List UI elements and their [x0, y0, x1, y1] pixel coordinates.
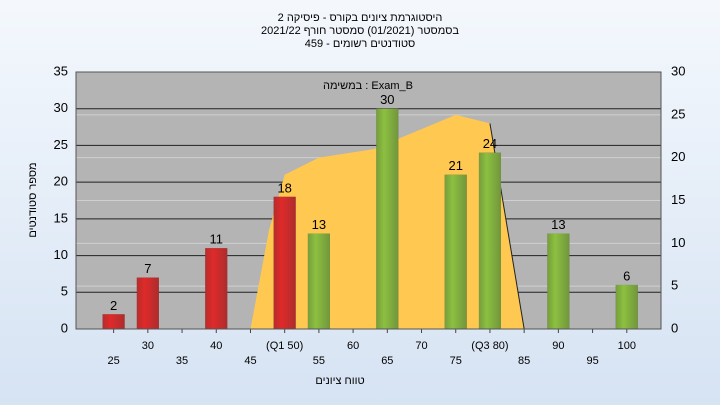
x-tick-label: 65: [381, 355, 393, 367]
x-tick-label: 75: [450, 355, 462, 367]
bar: [205, 248, 228, 329]
data-label: 30: [380, 92, 394, 107]
y2-tick-label: 0: [671, 320, 678, 335]
x-tick-label: 45: [244, 355, 256, 367]
data-label: 18: [277, 180, 291, 195]
bar: [547, 233, 570, 329]
data-label: 21: [449, 158, 463, 173]
y-tick-label: 30: [54, 100, 68, 115]
bar: [273, 196, 296, 329]
y-tick-label: 15: [54, 210, 68, 225]
y2-tick-label: 15: [671, 192, 685, 207]
x-tick-label: 30: [142, 340, 154, 352]
title-line: סטודנטים רשומים - 459: [305, 38, 416, 50]
bar: [615, 284, 638, 329]
y-tick-label: 35: [54, 63, 68, 78]
bar: [136, 277, 159, 329]
plot-frame: [75, 71, 662, 330]
x-tick-label: 95: [586, 355, 598, 367]
data-label: 13: [551, 217, 565, 232]
bar: [102, 314, 125, 329]
y-tick-label: 20: [54, 174, 68, 189]
y-tick-label: 0: [61, 320, 68, 335]
y2-tick-label: 30: [671, 63, 685, 78]
x-tick-label: (Q1 50): [266, 340, 303, 352]
y2-tick-label: 25: [671, 106, 685, 121]
x-tick-label: 70: [415, 340, 427, 352]
x-tick-label: 55: [313, 355, 325, 367]
x-tick-label: 40: [210, 340, 222, 352]
y-axis-label: מספר סטודנטים: [27, 162, 39, 237]
x-tick-label: 35: [176, 355, 188, 367]
y-tick-label: 5: [61, 284, 68, 299]
data-label: 24: [483, 136, 497, 151]
x-tick-label: 90: [552, 340, 564, 352]
x-tick-label: 60: [347, 340, 359, 352]
data-label: 6: [623, 268, 630, 283]
y2-tick-label: 5: [671, 278, 678, 293]
bar: [444, 174, 467, 329]
y-tick-label: 10: [54, 247, 68, 262]
data-label: 13: [312, 217, 326, 232]
x-axis-label: טווח ציונים: [315, 375, 364, 387]
y2-tick-label: 20: [671, 149, 685, 164]
data-label: 11: [210, 232, 224, 247]
x-tick-label: (Q3 80): [471, 340, 508, 352]
y-tick-label: 25: [54, 137, 68, 152]
data-label: 7: [144, 261, 151, 276]
title-line: היסטוגרמת ציונים בקורס - פיסיקה 2: [278, 12, 443, 24]
x-tick-label: 85: [518, 355, 530, 367]
bar: [376, 108, 399, 329]
bar: [478, 152, 501, 329]
title-line: בסמסטר (01/2021) סמסטר חורף 2021/22: [261, 25, 459, 37]
data-label: 2: [110, 298, 117, 313]
x-tick-label: 100: [618, 340, 636, 352]
bar: [307, 233, 330, 329]
y2-tick-label: 10: [671, 235, 685, 250]
x-tick-label: 25: [108, 355, 120, 367]
annotation: במשימה : Exam_B: [323, 80, 413, 92]
